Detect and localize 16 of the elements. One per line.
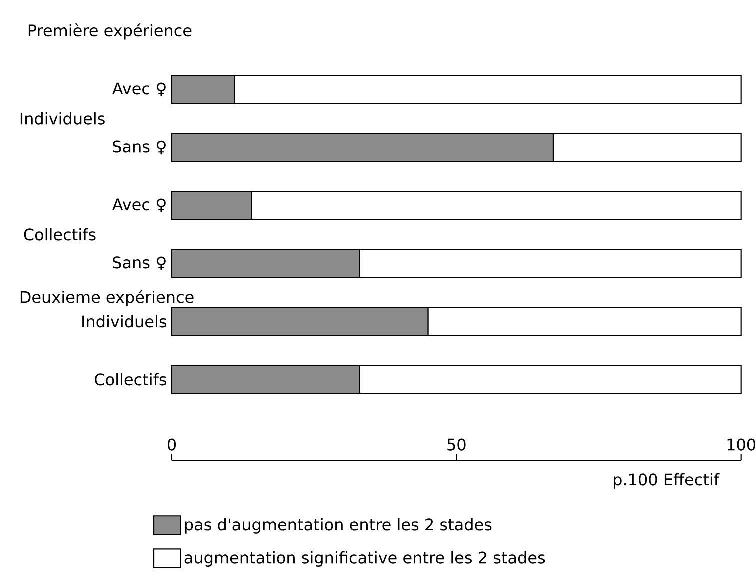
text: Collectifs bbox=[24, 228, 96, 241]
y-tick-label: Sans ♀ bbox=[113, 256, 166, 271]
y-tick-label: Individuels bbox=[82, 315, 167, 328]
x-tick-label: 100 bbox=[728, 438, 756, 451]
text: Individuels bbox=[20, 112, 105, 125]
x-tick-label: 50 bbox=[448, 438, 466, 451]
x-axis-title: p.100 Effectif bbox=[614, 473, 720, 489]
text: Première expérience bbox=[28, 24, 192, 40]
legend-label: pas d'augmentation entre les 2 stades bbox=[185, 518, 492, 534]
annotation: Deuxieme expérience bbox=[20, 290, 194, 306]
y-tick-label: Avec ♀ bbox=[112, 82, 166, 97]
y-tick-label: Sans ♀ bbox=[113, 140, 166, 155]
x-tick-label: 0 bbox=[168, 438, 176, 451]
legend-label: augmentation significative entre les 2 stades bbox=[184, 551, 546, 567]
y-tick-label: Avec ♀ bbox=[112, 198, 166, 212]
y-tick-label: Collectifs bbox=[95, 373, 167, 386]
